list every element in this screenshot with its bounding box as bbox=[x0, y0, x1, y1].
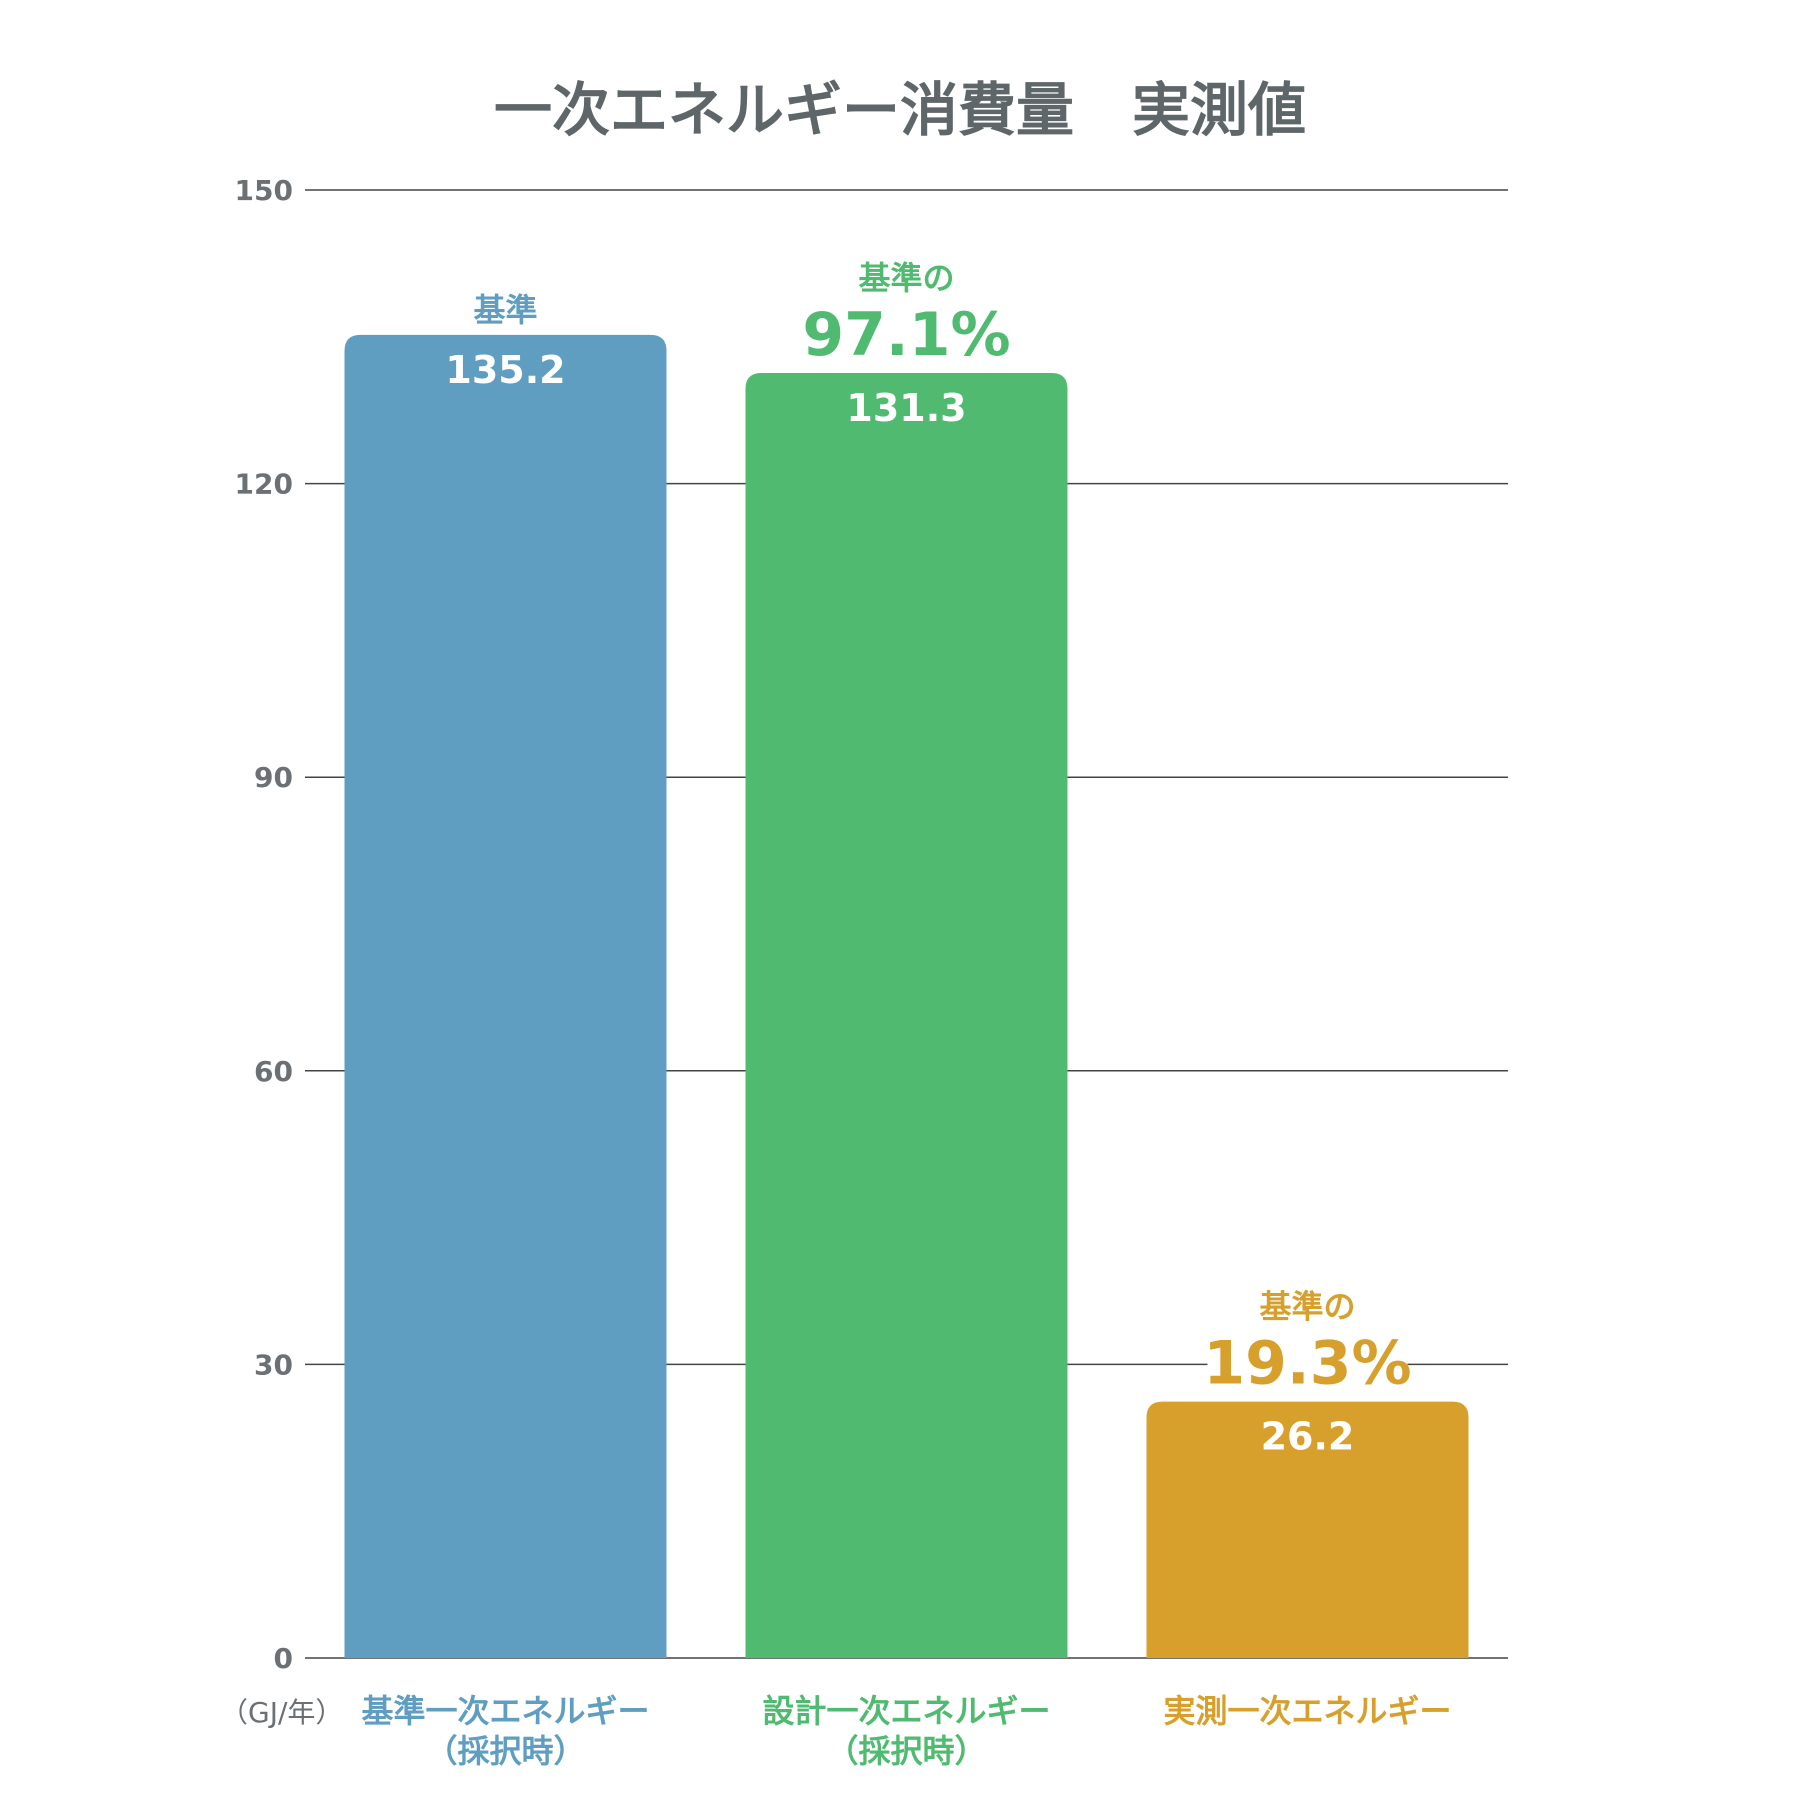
category-label: 実測一次エネルギー bbox=[1163, 1692, 1451, 1730]
bar-3 bbox=[1146, 1401, 1469, 1658]
bar-1 bbox=[344, 334, 667, 1659]
bar-percent-label: 97.1% bbox=[802, 300, 1010, 370]
bar-note-label: 基準 bbox=[473, 291, 537, 329]
x-axis-categories: 基準一次エネルギー（採択時）設計一次エネルギー（採択時）実測一次エネルギー bbox=[361, 1692, 1451, 1770]
annotation-backing bbox=[806, 299, 1007, 366]
y-tick-label: 120 bbox=[235, 468, 293, 501]
y-tick-label: 60 bbox=[254, 1055, 293, 1088]
y-tick-label: 90 bbox=[254, 761, 293, 794]
bar-note-label: 基準の bbox=[1259, 1288, 1355, 1326]
bars bbox=[344, 334, 1469, 1659]
y-axis-ticks: 0 30 60 90 120 150 bbox=[235, 174, 293, 1675]
category-label: （採択時） bbox=[425, 1732, 585, 1770]
category-label: （採択時） bbox=[826, 1732, 986, 1770]
y-tick-label: 30 bbox=[254, 1348, 293, 1381]
annotation-backing bbox=[1207, 1327, 1408, 1394]
bar-value-label: 135.2 bbox=[445, 348, 565, 392]
bar-percent-label: 19.3% bbox=[1203, 1329, 1411, 1399]
bar-2 bbox=[745, 373, 1068, 1658]
bar-value-label: 131.3 bbox=[846, 386, 966, 430]
chart-title: 一次エネルギー消費量 実測値 bbox=[494, 76, 1306, 144]
y-tick-label: 0 bbox=[274, 1642, 293, 1675]
bar-note-label: 基準の bbox=[858, 259, 954, 297]
category-label: 設計一次エネルギー bbox=[762, 1692, 1050, 1730]
y-axis-unit-label: （GJ/年） bbox=[220, 1696, 343, 1729]
y-tick-label: 150 bbox=[235, 174, 293, 207]
bar-value-label: 26.2 bbox=[1261, 1415, 1355, 1459]
category-label: 基準一次エネルギー bbox=[361, 1692, 649, 1730]
